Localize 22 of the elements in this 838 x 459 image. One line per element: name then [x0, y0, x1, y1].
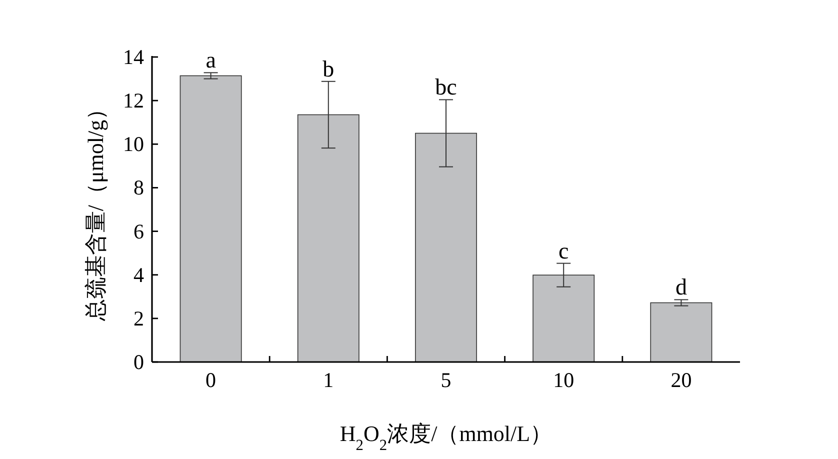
bar	[180, 75, 242, 362]
bar	[650, 302, 712, 362]
x-tick-label: 1	[323, 368, 334, 392]
y-tick-label: 6	[134, 219, 144, 244]
x-tick-label: 20	[670, 368, 692, 392]
y-tick-label: 12	[123, 88, 144, 113]
y-tick-label: 0	[134, 350, 144, 374]
annotation: b	[322, 56, 334, 82]
annotation: c	[558, 238, 569, 264]
x-tick-label: 0	[206, 368, 216, 392]
annotation: d	[675, 274, 688, 300]
y-axis-title: 总巯基含量/（μmol/g）	[83, 98, 108, 322]
x-tick-label: 10	[553, 368, 574, 392]
x-tick-label: 5	[440, 368, 452, 392]
y-tick-label: 4	[134, 262, 144, 287]
y-tick-label: 8	[134, 176, 144, 200]
y-tick-label: 2	[134, 306, 144, 330]
x-axis-title: H$_{2}$O$_{2}$浓度/（mmol/L）	[340, 421, 552, 454]
y-tick-label: 10	[123, 132, 144, 156]
y-tick-label: 14	[123, 45, 144, 69]
annotation: a	[206, 48, 216, 73]
annotation: bc	[435, 74, 457, 100]
